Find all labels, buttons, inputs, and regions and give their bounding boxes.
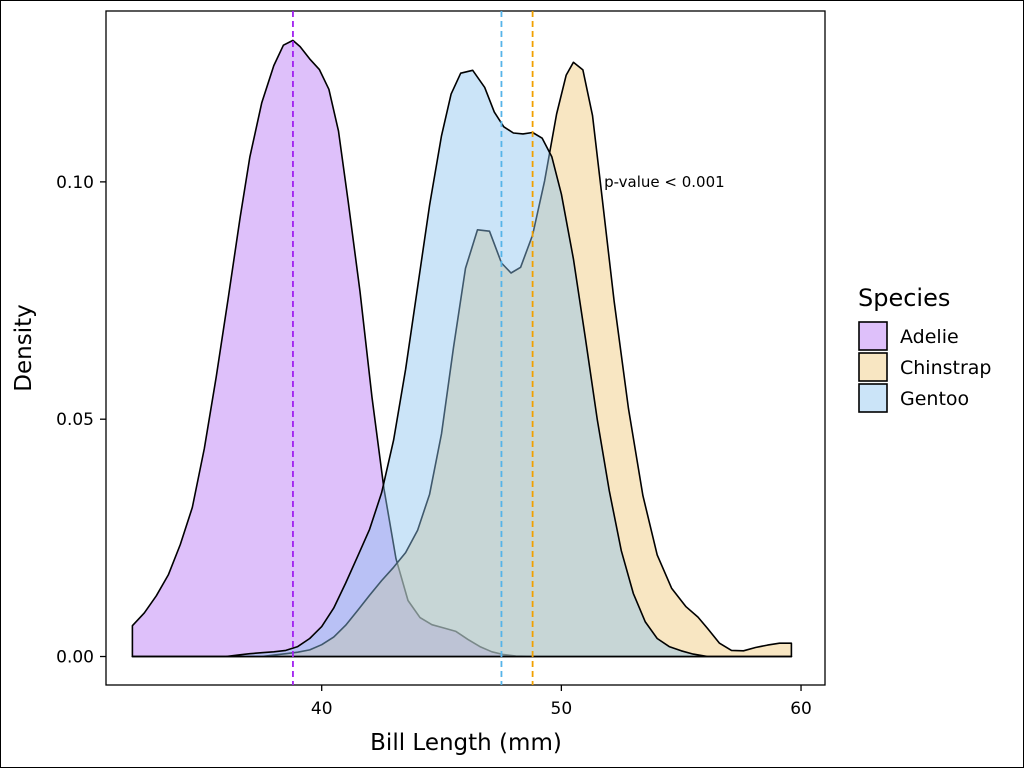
legend-key-chinstrap bbox=[858, 352, 888, 382]
y-tick-label: 0.05 bbox=[56, 410, 94, 430]
y-tick-label: 0.00 bbox=[56, 648, 94, 668]
p-value-annotation: p-value < 0.001 bbox=[604, 173, 725, 191]
legend: Species Adelie Chinstrap Gentoo bbox=[858, 284, 992, 413]
density-area-adelie bbox=[131, 39, 793, 658]
y-axis: 0.00 0.05 0.10 bbox=[56, 173, 106, 668]
density-area-gentoo bbox=[131, 69, 793, 658]
legend-key-adelie bbox=[858, 321, 888, 351]
legend-entries: Adelie Chinstrap Gentoo bbox=[858, 321, 992, 413]
y-tick-label: 0.10 bbox=[56, 173, 94, 193]
mean-lines bbox=[292, 11, 534, 685]
x-tick-label: 40 bbox=[311, 699, 333, 719]
x-axis-title: Bill Length (mm) bbox=[370, 730, 562, 756]
x-axis: 40 50 60 bbox=[311, 685, 812, 719]
legend-label-chinstrap: Chinstrap bbox=[900, 357, 992, 379]
y-axis-title: Density bbox=[11, 304, 37, 391]
legend-label-adelie: Adelie bbox=[900, 326, 959, 348]
x-tick-label: 60 bbox=[790, 699, 812, 719]
legend-key-gentoo bbox=[858, 383, 888, 413]
density-areas bbox=[131, 39, 793, 658]
legend-title: Species bbox=[858, 284, 950, 312]
legend-label-gentoo: Gentoo bbox=[900, 388, 969, 410]
x-tick-label: 50 bbox=[551, 699, 573, 719]
